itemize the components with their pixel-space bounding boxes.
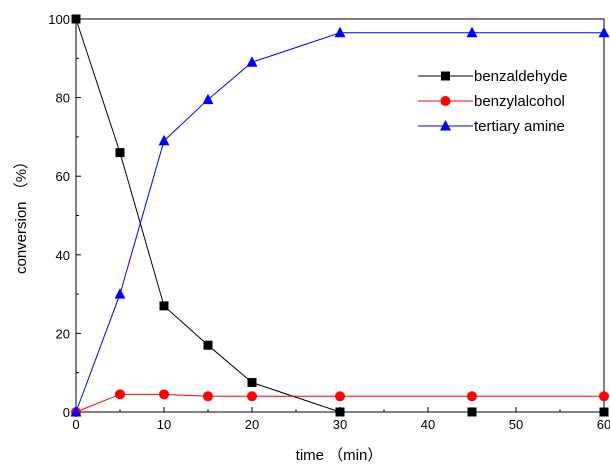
series-tertiary-amine [70, 26, 610, 417]
data-point-tertiary-amine [114, 288, 126, 299]
data-point-benzylalcohol [115, 389, 125, 400]
x-axis-label: time （min） [296, 447, 383, 464]
data-point-benzaldehyde [115, 148, 125, 158]
legend-label: benzaldehyde [474, 68, 567, 85]
y-tick-label: 40 [56, 248, 70, 263]
data-point-benzaldehyde [71, 14, 81, 24]
legend: benzaldehyde benzylalcohol tertiary amine [418, 68, 567, 135]
y-tick-label: 20 [56, 326, 70, 341]
series-benzaldehyde [71, 14, 609, 417]
legend-marker [440, 120, 451, 131]
x-tick-label: 10 [157, 417, 171, 432]
y-tick-label: 100 [48, 12, 70, 27]
legend-item-benzaldehyde: benzaldehyde [418, 68, 567, 85]
x-tick-label: 50 [509, 417, 523, 432]
legend-marker [440, 96, 451, 106]
y-tick-label: 80 [56, 91, 70, 106]
legend-label: tertiary amine [474, 118, 565, 135]
data-point-tertiary-amine [598, 26, 610, 38]
data-point-tertiary-amine [466, 26, 478, 38]
x-tick-label: 40 [421, 417, 435, 432]
series-line-tertiary-amine [75, 32, 604, 413]
y-tick-label: 0 [63, 405, 70, 420]
data-point-tertiary-amine [334, 26, 346, 38]
y-tick-label: 60 [56, 169, 70, 184]
y-axis-label: conversion （%） [13, 154, 30, 274]
legend-label: benzylalcohol [474, 93, 565, 110]
data-point-benzylalcohol [159, 389, 169, 400]
series-layer [70, 14, 610, 417]
legend-item-tertiary-amine: tertiary amine [418, 118, 565, 135]
data-point-benzaldehyde [467, 407, 477, 417]
data-point-benzaldehyde [247, 378, 257, 388]
x-tick-label: 20 [245, 417, 259, 432]
data-point-benzaldehyde [599, 407, 609, 417]
x-tick-label: 60 [597, 417, 610, 432]
data-point-benzylalcohol [335, 391, 345, 402]
legend-marker [441, 71, 450, 81]
data-point-benzaldehyde [335, 407, 345, 417]
x-tick-label: 0 [72, 417, 79, 432]
series-line-benzaldehyde [75, 18, 604, 413]
data-point-benzaldehyde [203, 340, 213, 350]
data-point-benzaldehyde [159, 301, 169, 311]
x-tick-label: 30 [333, 417, 347, 432]
data-point-benzylalcohol [247, 391, 257, 402]
series-line-benzylalcohol [75, 393, 604, 413]
legend-item-benzylalcohol: benzylalcohol [418, 93, 565, 110]
data-point-tertiary-amine [246, 56, 258, 67]
data-point-tertiary-amine [158, 134, 170, 146]
data-point-benzylalcohol [467, 391, 477, 402]
data-point-benzylalcohol [203, 391, 213, 402]
data-point-tertiary-amine [202, 93, 214, 105]
data-point-benzylalcohol [599, 391, 609, 402]
data-point-tertiary-amine [70, 406, 82, 417]
